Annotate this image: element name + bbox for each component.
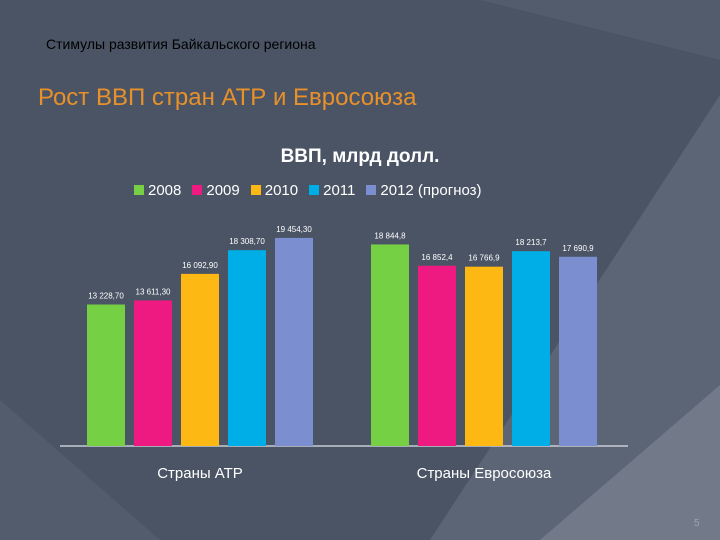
bar <box>87 304 125 446</box>
bar <box>228 250 266 446</box>
legend-item: 2012 (прогноз) <box>366 181 482 199</box>
bar <box>559 256 597 446</box>
data-label: 16 766,9 <box>468 254 500 263</box>
legend-label: 2009 <box>206 181 240 199</box>
data-label: 18 308,70 <box>229 237 265 246</box>
bar <box>371 244 409 446</box>
legend-label: 2010 <box>264 181 299 199</box>
slide-subtitle: Стимулы развития Байкальского региона <box>46 36 316 52</box>
data-label: 16 092,90 <box>182 261 218 270</box>
data-label: 16 852,4 <box>421 253 453 262</box>
data-label: 13 611,30 <box>136 287 172 296</box>
bar <box>275 237 313 446</box>
legend-swatch <box>134 185 144 195</box>
data-label: 13 228,70 <box>88 292 124 301</box>
data-label: 18 213,7 <box>515 238 547 247</box>
data-label: 18 844,8 <box>374 231 406 240</box>
legend-swatch <box>250 185 261 195</box>
legend-swatch <box>366 185 377 195</box>
legend-label: 2008 <box>148 181 182 199</box>
data-label: 17 690,9 <box>562 244 594 253</box>
legend-label: 2011 <box>323 181 356 199</box>
data-label: 19 454,30 <box>276 225 312 234</box>
category-label: Страны АТР <box>157 465 243 482</box>
chart-title: ВВП, млрд долл. <box>280 146 440 167</box>
legend-swatch <box>309 185 320 195</box>
bar <box>181 273 219 446</box>
legend-swatch <box>192 185 203 195</box>
bar <box>465 266 503 446</box>
bar <box>134 300 172 446</box>
legend-item: 2009 <box>192 181 240 199</box>
legend-item: 2008 <box>134 182 181 199</box>
page-number: 5 <box>694 518 700 529</box>
chart-legend: 2008 2009 2010 2011 2012 (прогноз) <box>134 180 493 200</box>
legend-item: 2010 <box>250 181 299 199</box>
bar <box>512 251 550 446</box>
legend-label: 2012 (прогноз) <box>380 181 482 199</box>
legend-item: 2011 <box>309 182 355 199</box>
bar <box>418 265 456 446</box>
category-label: Страны Евросоюза <box>417 465 552 482</box>
slide-title: Рост ВВП стран АТР и Евросоюза <box>38 84 417 111</box>
